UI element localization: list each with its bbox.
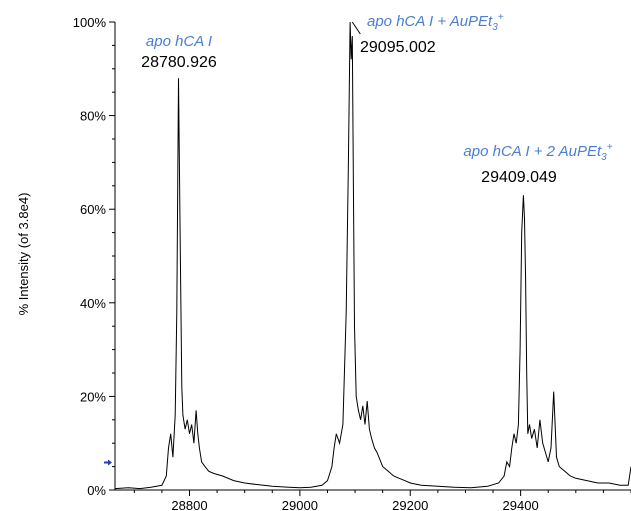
peak-leader-line (351, 21, 361, 35)
x-tick-label: 29000 (282, 498, 318, 511)
y-tick-label: 20% (80, 389, 106, 404)
peak-annotations: apo hCA I 28780.926 apo hCA I + AuPEt3+ 290… (141, 12, 613, 186)
baseline-marker-arrow-icon (104, 459, 112, 466)
peak-name-label: apo hCA I + 2 AuPEt3+ (463, 142, 612, 163)
y-tick-label: 60% (80, 202, 106, 217)
x-axis-ticks: 28800 29000 29200 29400 (133, 490, 631, 511)
y-axis-title: % Intensity (of 3.8e4) (16, 193, 31, 316)
peak-mass-label: 29409.049 (481, 169, 557, 186)
peak-mass-label: 28780.926 (141, 54, 217, 71)
peak-mass-label: 29095.002 (360, 39, 436, 56)
x-tick-label: 29200 (392, 498, 428, 511)
y-tick-label: 40% (80, 296, 106, 311)
y-tick-label: 0% (87, 483, 106, 498)
y-tick-label: 100% (73, 15, 107, 30)
x-tick-label: 28800 (171, 498, 207, 511)
spectrum-line (114, 21, 631, 490)
y-axis-ticks: 0% 20% 40% 60% 80% 100% (73, 15, 115, 498)
x-tick-label: 29400 (503, 498, 539, 511)
peak-name-label: apo hCA I (146, 33, 212, 50)
y-tick-label: 80% (80, 109, 106, 124)
chart-axes (114, 22, 631, 491)
peak-name-label: apo hCA I + AuPEt3+ (367, 12, 504, 33)
